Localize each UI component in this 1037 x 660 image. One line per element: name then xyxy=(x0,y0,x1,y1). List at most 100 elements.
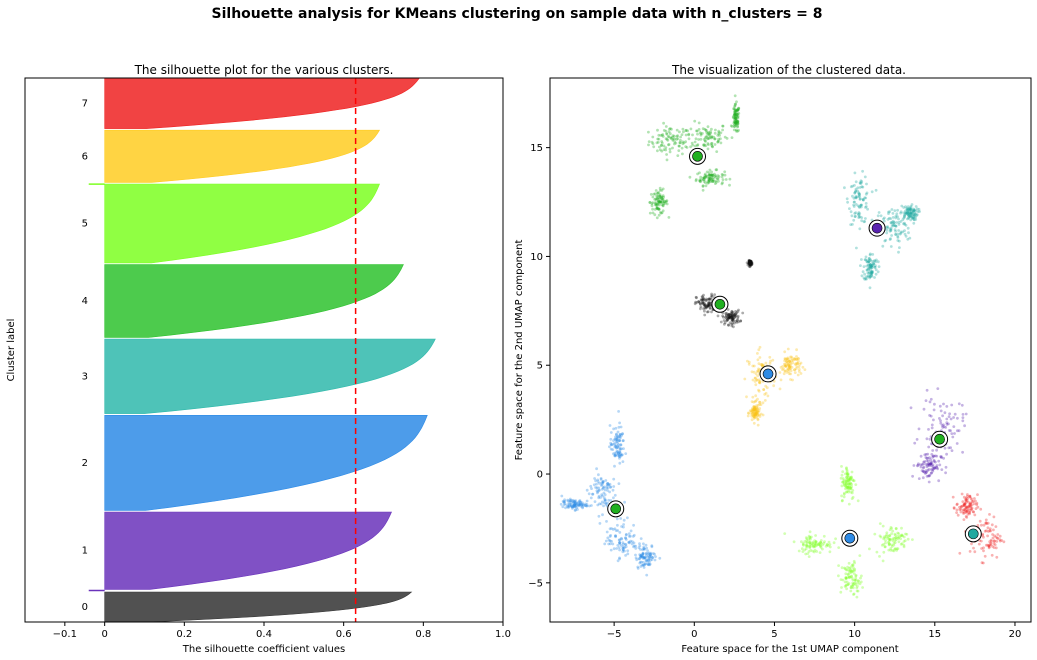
scatter-point xyxy=(857,195,861,199)
scatter-point xyxy=(699,137,703,141)
scatter-point xyxy=(980,561,984,565)
scatter-point xyxy=(889,548,893,552)
scatter-point xyxy=(576,501,580,504)
scatter-point xyxy=(599,478,603,481)
scatter-point xyxy=(589,484,593,488)
scatter-point xyxy=(845,477,849,481)
scatter-point xyxy=(736,112,740,116)
scatter-point xyxy=(613,443,617,447)
scatter-point xyxy=(678,141,682,145)
scatter-point xyxy=(649,193,653,196)
scatter-point xyxy=(848,482,851,486)
scatter-point xyxy=(647,143,650,147)
scatter-point xyxy=(986,534,989,538)
scatter-axes: The visualization of the clustered data.… xyxy=(514,63,1032,655)
scatter-point xyxy=(965,516,969,519)
scatter-point xyxy=(730,318,734,322)
scatter-point xyxy=(746,359,749,363)
scatter-point xyxy=(758,379,762,383)
scatter-point xyxy=(967,505,971,509)
scatter-point xyxy=(873,259,877,263)
scatter-point xyxy=(703,302,706,305)
scatter-point xyxy=(639,560,642,564)
scatter-point xyxy=(758,381,761,384)
scatter-point xyxy=(563,503,566,506)
scatter-point xyxy=(948,412,951,416)
scatter-point xyxy=(706,304,709,308)
scatter-point xyxy=(903,214,906,218)
scatter-point xyxy=(645,558,649,562)
scatter-point xyxy=(752,421,756,425)
scatter-point xyxy=(611,488,615,492)
scatter-point xyxy=(617,439,621,443)
scatter-point xyxy=(943,411,947,415)
scatter-point xyxy=(927,464,931,468)
scatter-point xyxy=(812,550,816,554)
scatter-point xyxy=(782,367,785,371)
scatter-point xyxy=(702,180,706,183)
scatter-point xyxy=(928,414,931,417)
scatter-point xyxy=(868,252,872,256)
scatter-point xyxy=(574,499,578,502)
scatter-point xyxy=(618,450,622,454)
scatter-point xyxy=(914,216,917,219)
scatter-point xyxy=(756,414,760,417)
scatter-point xyxy=(905,532,909,536)
scatter-point xyxy=(808,530,812,534)
scatter-point xyxy=(934,460,937,464)
scatter-point xyxy=(624,554,627,557)
scatter-point xyxy=(888,538,892,541)
scatter-point xyxy=(904,205,907,209)
scatter-point xyxy=(849,476,852,479)
scatter-point xyxy=(733,123,736,127)
scatter-point xyxy=(609,534,612,537)
scatter-point xyxy=(786,356,790,360)
scatter-point xyxy=(603,485,606,489)
scatter-point xyxy=(909,212,913,216)
scatter-point xyxy=(732,107,735,111)
scatter-point xyxy=(982,546,985,550)
silhouette-title: The silhouette plot for the various clus… xyxy=(134,63,394,77)
scatter-point xyxy=(703,309,706,313)
scatter-point xyxy=(856,186,860,190)
scatter-point xyxy=(822,534,826,538)
scatter-point xyxy=(716,134,720,137)
scatter-point xyxy=(805,545,808,548)
scatter-point xyxy=(699,132,703,136)
scatter-point xyxy=(728,177,732,181)
scatter-point xyxy=(737,320,740,324)
scatter-point xyxy=(973,502,976,506)
scatter-point xyxy=(755,378,759,382)
scatter-point xyxy=(615,438,619,441)
scatter-point xyxy=(797,359,800,363)
scatter-point xyxy=(754,412,758,415)
scatter-point xyxy=(711,145,714,149)
scatter-point xyxy=(821,543,824,547)
scatter-point xyxy=(617,546,621,549)
scatter-point xyxy=(734,122,737,125)
scatter-point xyxy=(890,221,893,225)
scatter-point xyxy=(753,407,756,411)
scatter-point xyxy=(911,209,915,213)
scatter-point xyxy=(870,264,874,267)
scatter-point xyxy=(788,359,791,363)
scatter-point xyxy=(905,208,909,212)
scatter-point xyxy=(896,234,900,238)
scatter-point xyxy=(870,271,873,275)
scatter-point xyxy=(647,130,650,134)
scatter-point xyxy=(897,220,901,224)
scatter-point xyxy=(710,292,713,296)
scatter-point xyxy=(646,549,649,552)
scatter-point xyxy=(771,358,775,362)
scatter-point xyxy=(714,182,717,186)
scatter-point xyxy=(795,358,798,361)
scatter-point xyxy=(995,536,999,540)
scatter-point xyxy=(894,224,898,228)
scatter-point xyxy=(609,485,613,489)
scatter-point xyxy=(624,538,628,541)
scatter-point xyxy=(972,510,975,514)
scatter-point xyxy=(849,568,853,572)
scatter-point xyxy=(758,415,762,418)
scatter-point xyxy=(629,529,633,533)
scatter-point xyxy=(613,445,617,449)
